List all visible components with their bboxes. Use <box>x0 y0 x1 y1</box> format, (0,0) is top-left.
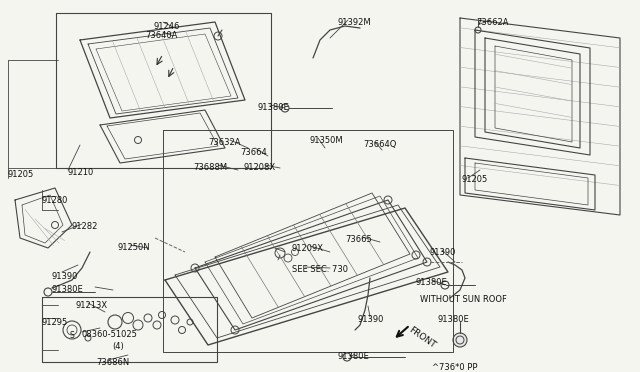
Text: 91209X: 91209X <box>292 244 324 253</box>
Text: 91210: 91210 <box>68 168 94 177</box>
Text: 91350M: 91350M <box>310 136 344 145</box>
Text: 91380E: 91380E <box>337 352 369 361</box>
Text: 91246: 91246 <box>153 22 179 31</box>
Text: 73664Q: 73664Q <box>363 140 396 149</box>
Circle shape <box>453 333 467 347</box>
Text: S: S <box>70 330 74 340</box>
Text: 73665: 73665 <box>345 235 372 244</box>
Text: FRONT: FRONT <box>407 325 437 350</box>
Text: 91390: 91390 <box>430 248 456 257</box>
Text: 91380E: 91380E <box>416 278 448 287</box>
Text: 91392M: 91392M <box>338 18 372 27</box>
Text: 73686N: 73686N <box>96 358 129 367</box>
Text: 91390: 91390 <box>357 315 383 324</box>
Text: WITHOUT SUN ROOF: WITHOUT SUN ROOF <box>420 295 507 304</box>
Text: 73662A: 73662A <box>476 18 509 27</box>
Text: ^736*0 PP: ^736*0 PP <box>432 363 477 372</box>
Text: 91390: 91390 <box>52 272 78 281</box>
Text: 91250N: 91250N <box>118 243 150 252</box>
Text: 91380E: 91380E <box>51 285 83 294</box>
Text: 73640A: 73640A <box>145 31 177 40</box>
Text: 91380E: 91380E <box>438 315 470 324</box>
Text: 91280: 91280 <box>42 196 68 205</box>
Text: 73688M: 73688M <box>193 163 227 172</box>
Text: 73664: 73664 <box>240 148 267 157</box>
Text: 91295: 91295 <box>42 318 68 327</box>
Text: 91282: 91282 <box>71 222 97 231</box>
Text: 91213X: 91213X <box>76 301 108 310</box>
Text: 91380E: 91380E <box>258 103 290 112</box>
Text: 91205: 91205 <box>462 175 488 184</box>
Text: 91205: 91205 <box>8 170 35 179</box>
Text: 73632A: 73632A <box>208 138 241 147</box>
Text: SEE SEC. 730: SEE SEC. 730 <box>292 265 348 274</box>
Text: (4): (4) <box>112 342 124 351</box>
Text: 08360-51025: 08360-51025 <box>82 330 138 339</box>
Text: 91208X: 91208X <box>244 163 276 172</box>
